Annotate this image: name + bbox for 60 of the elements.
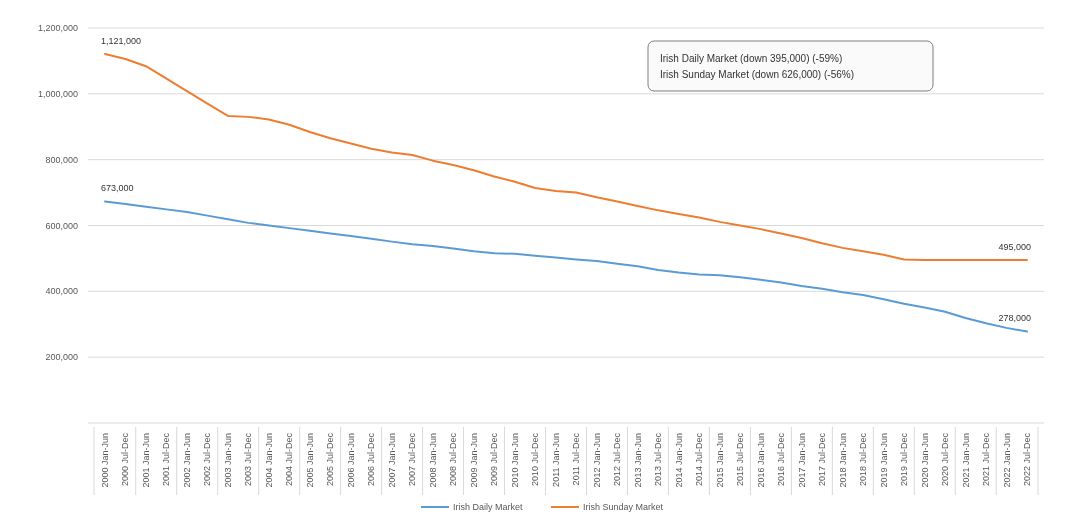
x-tick-label: 2020 Jul-Dec: [940, 432, 951, 487]
x-tick-label: 2002 Jul-Dec: [202, 432, 213, 487]
y-tick-label: 400,000: [45, 286, 78, 297]
data-label: 278,000: [998, 313, 1031, 324]
x-tick-label: 2001 Jul-Dec: [161, 432, 172, 487]
x-tick-label: 2007 Jan-Jun: [386, 433, 397, 488]
x-tick-label: 2006 Jan-Jun: [345, 433, 356, 488]
annotation: Irish Daily Market (down 395,000) (-59%): [660, 53, 843, 64]
x-tick-label: 2012 Jul-Dec: [612, 432, 623, 487]
x-tick-label: 2021 Jan-Jun: [960, 433, 971, 488]
x-tick-label: 2007 Jul-Dec: [407, 432, 418, 487]
x-tick-label: 2005 Jan-Jun: [304, 433, 315, 488]
x-tick-label: 2016 Jul-Dec: [776, 432, 787, 487]
x-tick-label: 2018 Jan-Jun: [837, 433, 848, 488]
x-tick-label: 2000 Jul-Dec: [120, 432, 131, 487]
data-label: 1,121,000: [101, 36, 142, 46]
x-tick-label: 2003 Jul-Dec: [243, 432, 254, 487]
x-tick-label: 2009 Jan-Jun: [468, 433, 479, 488]
x-tick-label: 2000 Jan-Jun: [100, 433, 110, 488]
x-tick-label: 2022 Jul-Dec: [1022, 432, 1032, 487]
y-tick-label: 1,000,000: [37, 88, 78, 99]
x-tick-label: 2015 Jan-Jun: [714, 433, 725, 488]
x-tick-label: 2002 Jan-Jun: [181, 433, 192, 488]
x-tick-label: 2017 Jan-Jun: [796, 433, 807, 488]
x-tick-label: 2011 Jul-Dec: [571, 432, 582, 486]
x-tick-label: 2010 Jul-Dec: [530, 432, 541, 487]
x-tick-label: 2001 Jan-Jun: [140, 433, 151, 488]
x-tick-label: 2004 Jul-Dec: [284, 432, 295, 487]
x-tick-label: 2013 Jul-Dec: [653, 432, 664, 487]
x-tick-label: 2003 Jan-Jun: [222, 433, 233, 488]
x-tick-label: 2004 Jan-Jun: [263, 433, 274, 488]
x-tick-label: 2022 Jan-Jun: [1001, 433, 1012, 488]
x-tick-label: 2009 Jul-Dec: [489, 432, 500, 487]
x-tick-label: 2019 Jul-Dec: [899, 432, 910, 487]
x-tick-label: 2021 Jul-Dec: [981, 432, 992, 487]
y-tick-label: 200,000: [45, 352, 78, 363]
x-tick-label: 2013 Jan-Jun: [632, 433, 643, 488]
y-tick-label: 1,200,000: [37, 23, 78, 33]
annotation: Irish Sunday Market (down 626,000) (-56%): [660, 69, 854, 80]
x-tick-label: 2005 Jul-Dec: [325, 432, 336, 487]
x-tick-label: 2008 Jan-Jun: [427, 433, 438, 488]
data-label: 495,000: [998, 242, 1031, 253]
y-tick-label: 800,000: [45, 154, 78, 165]
legend-label: Irish Daily Market: [453, 502, 524, 512]
x-tick-label: 2018 Jul-Dec: [858, 432, 869, 487]
x-tick-label: 2012 Jan-Jun: [591, 433, 602, 488]
x-tick-label: 2019 Jan-Jun: [878, 433, 889, 488]
legend-label: Irish Sunday Market: [583, 502, 664, 512]
y-tick-label: 600,000: [45, 220, 78, 231]
x-tick-label: 2016 Jan-Jun: [755, 433, 766, 488]
x-tick-label: 2017 Jul-Dec: [817, 432, 828, 487]
x-tick-label: 2014 Jul-Dec: [694, 432, 705, 487]
x-tick-label: 2006 Jul-Dec: [366, 432, 377, 487]
data-label: 673,000: [101, 183, 134, 194]
x-tick-label: 2014 Jan-Jun: [673, 433, 684, 488]
x-tick-label: 2011 Jan-Jun: [550, 433, 561, 487]
x-tick-label: 2020 Jan-Jun: [919, 433, 930, 488]
x-tick-label: 2008 Jul-Dec: [448, 432, 459, 487]
x-tick-label: 2010 Jan-Jun: [509, 433, 520, 488]
x-tick-label: 2015 Jul-Dec: [735, 432, 746, 487]
